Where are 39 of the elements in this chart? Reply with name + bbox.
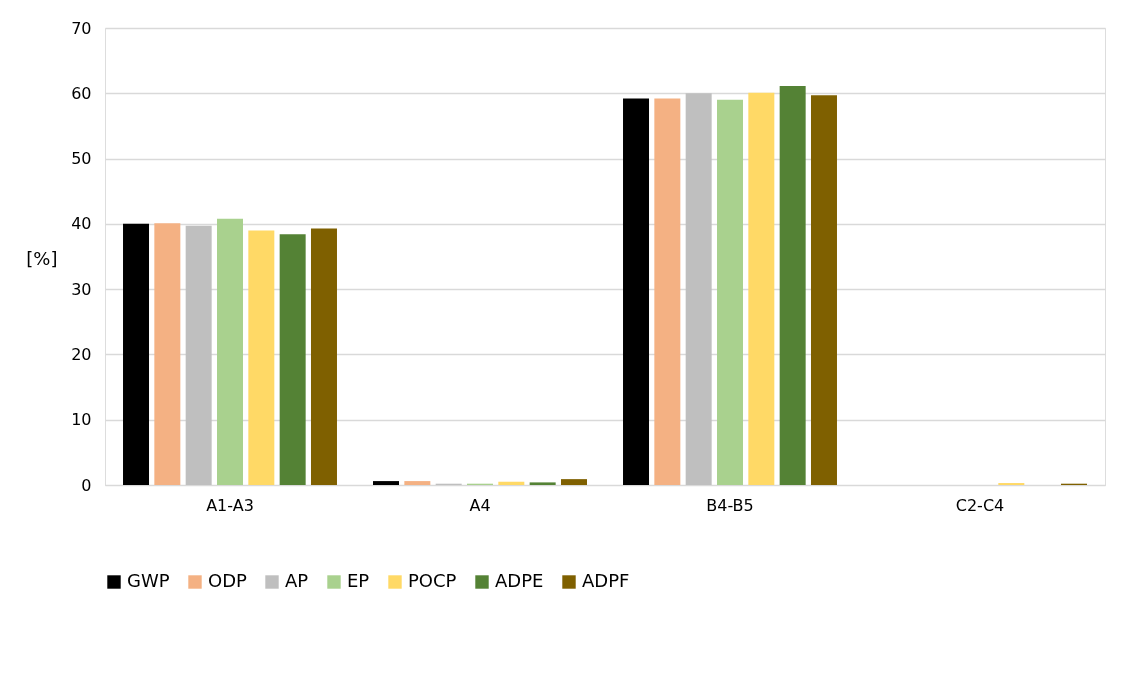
x-tick-label: A1-A3 [206,495,254,515]
legend-label: POCP [408,570,457,591]
legend-label: EP [347,570,370,591]
bar [310,228,337,485]
bar [623,98,650,485]
legend-label: AP [285,570,309,591]
y-tick-label: 20 [71,344,92,364]
bar [810,95,837,485]
bar [185,225,212,485]
y-tick-label: 60 [71,83,92,103]
bar [154,223,181,485]
bar [373,481,400,485]
bar [717,99,743,485]
bar [654,98,681,485]
bar [123,223,150,485]
y-tick-label: 50 [71,149,92,169]
x-tick-label: A4 [469,495,491,515]
y-axis-title: [%] [26,247,58,269]
bar [498,481,525,485]
bar [779,86,806,485]
bar [404,481,431,485]
legend-label: ADPF [582,570,630,591]
bar [279,234,306,485]
y-tick-label: 0 [81,475,92,495]
y-tick-label: 30 [71,279,92,299]
bar [217,218,243,485]
bar [560,479,587,485]
bar [748,92,775,485]
y-tick-label: 10 [71,410,92,430]
legend-label: GWP [127,570,170,591]
x-tick-label: B4-B5 [706,495,754,515]
bar [685,93,712,485]
bar [529,482,556,485]
x-tick-label: C2-C4 [955,495,1005,515]
legend-label: ADPE [495,570,544,591]
y-tick-label: 40 [71,214,92,234]
bar [248,230,275,485]
legend-label: ODP [208,570,248,591]
y-tick-label: 70 [71,18,92,38]
